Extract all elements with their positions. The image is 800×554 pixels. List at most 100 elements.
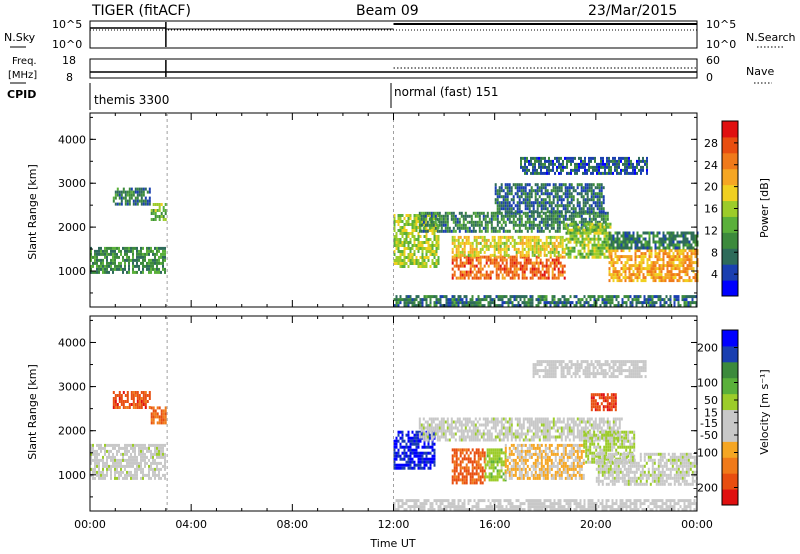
freq-axis-label: Freq. [12,56,37,67]
colorbar-swatch [722,409,738,426]
colorbar-frame [721,329,739,506]
echo-region-2 [150,203,167,221]
echo-region-5 [451,235,566,257]
colorbar-swatch [722,361,738,379]
ytick-label: 3000 [58,381,86,394]
xtick-label: 12:00 [378,518,410,531]
ytick-label: 2000 [58,425,86,438]
echo-region-10 [608,231,699,250]
echo-region-4 [451,255,566,280]
echo-region-12 [520,156,648,175]
colorbar-swatch [722,345,738,363]
nsky-panel-frame [89,20,698,49]
colorbar-tick-label: 20 [704,181,718,194]
nsearch-axis-label: N.Search [746,31,796,44]
ytick-label: 3000 [58,177,86,190]
colorbar-swatch [722,184,738,202]
ytick-label: 1000 [58,265,86,278]
colorbar-tick-label: -50 [700,429,718,442]
echo-region-3 [393,430,436,470]
colorbar-swatch [722,457,738,474]
echo-region-11 [532,360,647,379]
power-ylabel: Slant Range [km] [26,164,39,260]
colorbar-swatch [722,152,738,170]
nave-axis-label: Nave [746,65,774,78]
echo-region-9 [595,452,698,486]
nsky-axis-label: N.Sky [4,31,36,44]
figure-title: TIGER (fitACF) [91,3,191,19]
colorbar-tick-label: 28 [704,137,718,150]
xtick-label: 04:00 [175,518,207,531]
ytick-label: 1000 [58,469,86,482]
colorbar-swatch [722,393,738,411]
cpid-segment-2: normal (fast) 151 [394,85,498,99]
echo-region-1 [112,187,151,206]
echo-region-6 [504,443,585,480]
freq-panel-frame [89,58,698,79]
velocity-axes: 4000 3000 2000 1000 00:00 04:00 08:00 12:00 16:0… [58,316,713,531]
colorbar-tick-label: 4 [711,268,718,281]
colorbar-swatch [722,216,738,233]
nsky-trace [90,22,697,47]
colorbar-swatch [722,489,738,506]
power-axes: 4000 3000 2000 1000 [58,113,698,307]
colorbar-swatch [722,136,738,154]
colorbar-tick-label: 12 [704,224,718,237]
echo-region-0 [90,443,166,480]
ytick-label: 2000 [58,221,86,234]
freq-tick-max: 18 [62,54,76,67]
colorbar-tick-label: 16 [704,203,718,216]
beam-label: Beam 09 [356,3,419,19]
colorbar-swatch [722,168,738,186]
colorbar-swatch [722,441,738,458]
colorbar-swatch [722,473,738,490]
colorbar-tick-label: 15 [704,406,718,419]
colorbar-swatch [722,377,738,395]
velocity-heatmap [90,360,698,512]
colorbar-tick-label: -100 [693,447,718,460]
echo-region-12 [393,499,698,512]
velocity-colorbar-label: Velocity [m s⁻¹] [758,369,771,454]
colorbar-tick-label: -200 [693,482,718,495]
colorbar-tick-label: 24 [704,159,718,172]
colorbar-tick-label: 100 [697,377,718,390]
ytick-label: 4000 [58,133,86,146]
colorbar-swatch [722,330,738,347]
echo-region-5 [484,448,507,482]
echo-region-2 [150,406,167,425]
nave-tick-max: 60 [706,54,720,67]
echo-region-8 [583,430,636,464]
freq-trace [90,60,697,77]
xtick-label: 16:00 [479,518,511,531]
nave-tick-min: 0 [706,71,713,84]
date-label: 23/Mar/2015 [588,3,677,19]
colorbar-tick-label: 50 [704,394,718,407]
cpid-segment-1: themis 3300 [94,93,169,107]
colorbar-swatch [722,264,738,281]
freq-axis-unit: [MHz] [8,70,37,81]
colorbar-swatch [722,121,738,138]
colorbar-tick-label: -15 [700,417,718,430]
power-colorbar: 28 24 20 16 12 8 4 [704,120,739,297]
colorbar-swatch [722,425,738,442]
colorbar-swatch [722,232,738,249]
colorbar-swatch [722,280,738,297]
power-colorbar-label: Power [dB] [758,178,771,238]
velocity-xlabel: Time UT [369,537,415,550]
echo-region-10 [590,393,617,412]
colorbar-tick-label: 200 [697,342,718,355]
echo-region-7 [494,183,605,214]
nsky-tick-max: 10^5 [52,18,82,31]
echo-region-4 [451,448,486,485]
freq-tick-min: 8 [66,71,73,84]
colorbar-swatch [722,200,738,217]
colorbar-swatch [722,248,738,265]
xtick-label: 08:00 [276,518,308,531]
echo-region-6 [418,211,609,233]
xtick-label: 00:00 [681,518,713,531]
colorbar-tick-label: 8 [711,246,718,259]
xtick-label: 00:00 [74,518,106,531]
velocity-ylabel: Slant Range [km] [26,364,39,460]
echo-region-0 [90,246,166,274]
